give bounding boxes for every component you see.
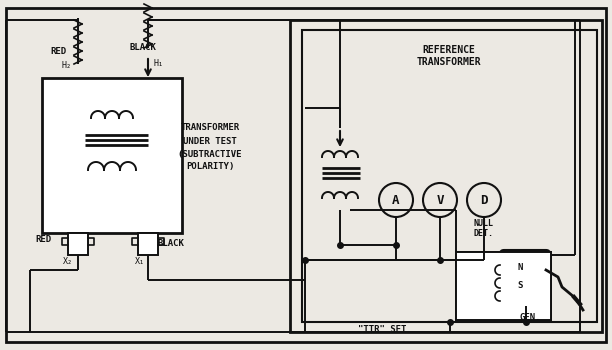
- Text: A: A: [392, 194, 400, 206]
- Text: BLACK: BLACK: [158, 238, 185, 247]
- Text: REFERENCE: REFERENCE: [422, 45, 476, 55]
- Bar: [456, 252, 551, 320]
- Text: UNDER TEST: UNDER TEST: [183, 136, 237, 146]
- Text: X₂: X₂: [63, 257, 73, 266]
- Text: NULL: NULL: [474, 219, 494, 229]
- Text: X₁: X₁: [135, 257, 145, 266]
- Text: "TTR" SET: "TTR" SET: [358, 326, 406, 335]
- Text: V: V: [436, 194, 444, 206]
- Bar: [290, 20, 602, 332]
- Text: H₂: H₂: [62, 62, 72, 70]
- Text: RED: RED: [50, 48, 66, 56]
- Text: TRANSFORMER: TRANSFORMER: [417, 57, 481, 67]
- Bar: [68, 233, 88, 255]
- Text: H₁: H₁: [153, 58, 163, 68]
- Text: S: S: [517, 280, 523, 289]
- Text: DET.: DET.: [474, 229, 494, 238]
- Text: N: N: [517, 262, 523, 272]
- Bar: [42, 78, 182, 233]
- Text: (SUBTRACTIVE: (SUBTRACTIVE: [177, 149, 242, 159]
- Text: D: D: [480, 194, 488, 206]
- FancyBboxPatch shape: [500, 250, 550, 310]
- Text: RED: RED: [35, 236, 51, 245]
- Text: BLACK: BLACK: [130, 42, 157, 51]
- Text: POLARITY): POLARITY): [186, 162, 234, 172]
- Bar: [138, 233, 158, 255]
- Text: TRANSFORMER: TRANSFORMER: [181, 124, 239, 133]
- Bar: [456, 252, 551, 320]
- Text: GEN.: GEN.: [519, 314, 541, 322]
- Bar: [302, 30, 597, 322]
